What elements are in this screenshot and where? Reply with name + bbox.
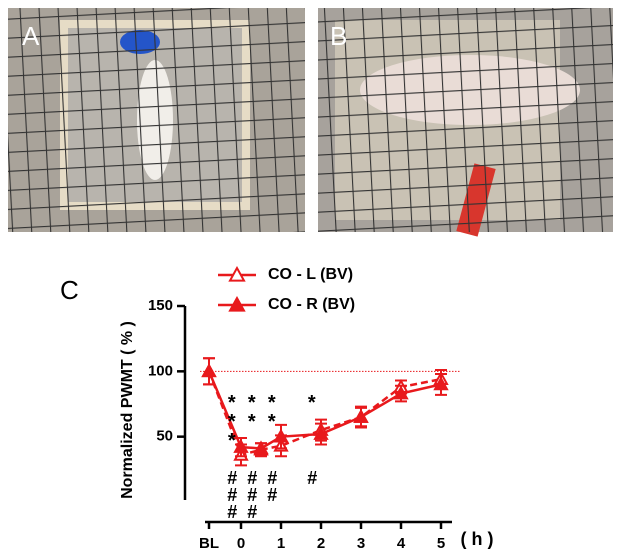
significance-hash: ### xyxy=(222,468,242,519)
photo-b xyxy=(318,8,613,237)
legend-label: CO - R (BV) xyxy=(268,296,355,313)
x-tick-label: BL xyxy=(199,535,219,552)
panel-label: C xyxy=(60,275,79,305)
y-tick-label: 150 xyxy=(148,297,173,314)
y-tick-label: 50 xyxy=(156,428,173,445)
data-point xyxy=(253,440,269,455)
x-tick-label: 3 xyxy=(357,535,365,552)
legend-marker xyxy=(228,295,246,312)
x-tick-label: 1 xyxy=(277,535,285,552)
data-point xyxy=(353,409,369,423)
significance-star: *** xyxy=(221,392,243,449)
significance-star: * xyxy=(301,392,323,411)
legend-label: CO - L (BV) xyxy=(268,266,353,283)
x-tick-label: 4 xyxy=(397,535,406,552)
x-tick-label: 2 xyxy=(317,535,325,552)
significance-hash: # xyxy=(302,468,322,485)
y-axis-label: Normalized PWMT ( % ) xyxy=(119,321,136,499)
data-point xyxy=(273,428,289,443)
data-point xyxy=(233,439,249,453)
significance-star: ** xyxy=(241,392,263,430)
legend-marker xyxy=(228,265,246,282)
data-point xyxy=(201,363,217,378)
panel-label: A xyxy=(22,21,40,51)
x-axis-label: ( h ) xyxy=(461,529,494,549)
significance-star: ** xyxy=(261,392,283,430)
data-point xyxy=(433,376,449,391)
y-tick-label: 100 xyxy=(148,362,173,379)
significance-hash: ## xyxy=(262,468,282,502)
panel-label: B xyxy=(330,21,347,51)
photo-a xyxy=(8,8,305,232)
significance-hash: ### xyxy=(242,468,262,519)
data-point xyxy=(313,425,329,440)
x-tick-label: 0 xyxy=(237,535,245,552)
x-tick-label: 5 xyxy=(437,535,445,552)
data-point xyxy=(393,385,409,400)
